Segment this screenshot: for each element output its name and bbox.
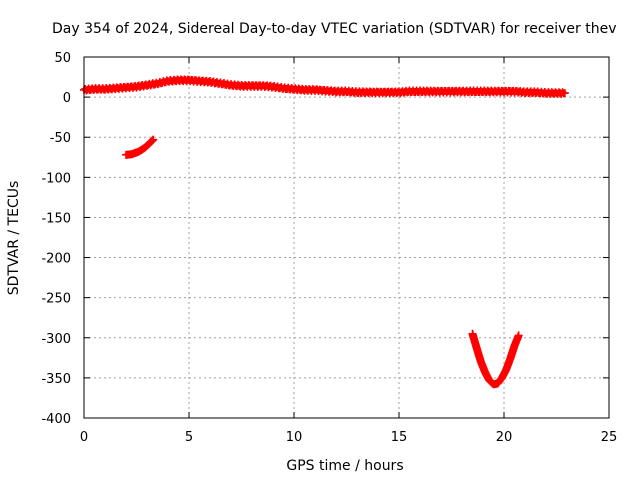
data-marks (80, 75, 569, 389)
y-tick-label: 50 (54, 51, 71, 66)
ticks: 0 5 10 15 20 25 50 0 -50 -100 -150 -200 -250 -300 -350… (41, 51, 617, 445)
x-tick-label: 25 (601, 430, 618, 445)
plot-border (83, 56, 610, 419)
chart-title: Day 354 of 2024, Sidereal Day-to-day VTE… (52, 21, 616, 37)
x-tick-label: 0 (80, 430, 88, 445)
y-axis-label: SDTVAR / TECUs (6, 181, 22, 296)
data-point (149, 135, 158, 144)
data-point (560, 89, 569, 98)
data-point (147, 137, 156, 146)
series-1 (122, 135, 158, 159)
series-2 (468, 329, 523, 389)
grid (84, 57, 609, 418)
y-tick-label: -300 (41, 332, 71, 347)
y-tick-label: -100 (41, 171, 71, 186)
x-tick-label: 20 (496, 430, 513, 445)
x-axis-label: GPS time / hours (286, 458, 403, 474)
x-tick-label: 10 (286, 430, 303, 445)
x-tick-label: 5 (185, 430, 193, 445)
data-point (148, 136, 157, 145)
y-tick-label: 0 (63, 91, 71, 106)
series-0 (80, 75, 569, 98)
y-tick-label: -350 (41, 372, 71, 387)
y-tick-label: -150 (41, 211, 71, 226)
y-tick-label: -200 (41, 252, 71, 267)
data-point (514, 331, 523, 340)
y-tick-label: -400 (41, 412, 71, 427)
y-tick-label: -50 (50, 131, 71, 146)
y-tick-label: -250 (41, 292, 71, 307)
x-tick-label: 15 (391, 430, 408, 445)
